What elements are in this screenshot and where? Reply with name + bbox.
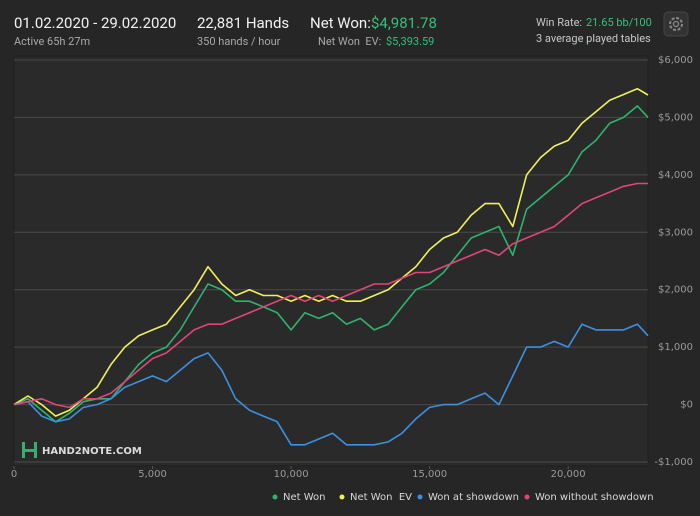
- plot-area: [13, 55, 649, 467]
- y-tick-label: $6,000: [658, 55, 693, 66]
- legend-label: Won without showdown: [535, 492, 654, 503]
- y-tick-label: $1,000: [658, 342, 693, 353]
- net-won-value: $4,981.78: [371, 14, 437, 32]
- y-tick-label: $3,000: [658, 227, 693, 238]
- x-tick-label: 0: [11, 469, 17, 480]
- x-tick-label: 10,000: [274, 469, 309, 480]
- logo: [22, 442, 37, 458]
- legend-swatch: [272, 494, 278, 500]
- win-rate-value: 21.65 bb/100: [586, 16, 652, 29]
- y-tick-label: -$1,000: [654, 457, 693, 468]
- legend-swatch: [417, 494, 423, 500]
- watermark: HAND2NOTE.COM: [42, 446, 142, 457]
- y-tick-label: $0: [680, 400, 693, 411]
- active-time: Active 65h 27m: [14, 35, 91, 48]
- y-tick-label: $2,000: [658, 285, 693, 296]
- win-rate-label: Win Rate:: [536, 16, 583, 29]
- series-line: [13, 182, 648, 409]
- y-tick-label: $4,000: [658, 170, 693, 181]
- net-won-label: Net Won:: [310, 14, 371, 32]
- series-line: [13, 87, 649, 417]
- net-won-ev-label: Net Won EV:: [318, 35, 382, 48]
- x-tick-label: 15,000: [412, 469, 447, 480]
- series-line: [13, 323, 649, 446]
- series-line: [13, 105, 649, 423]
- tables: 3 average played tables: [536, 32, 651, 45]
- net-won-ev-value: $5,393.59: [386, 35, 435, 48]
- legend-label: Net Won EV: [350, 492, 412, 503]
- hands: 22,881 Hands: [197, 14, 290, 32]
- legend-label: Net Won: [283, 492, 326, 503]
- y-tick-label: $5,000: [658, 112, 693, 123]
- x-tick-label: 20,000: [551, 469, 586, 480]
- settings-icon[interactable]: [663, 11, 689, 37]
- legend-swatch: [339, 494, 345, 500]
- x-tick-label: 5,000: [138, 469, 167, 480]
- legend-swatch: [524, 494, 530, 500]
- hands-per-hour: 350 hands / hour: [197, 35, 281, 48]
- date-range: 01.02.2020 - 29.02.2020: [14, 14, 177, 32]
- legend-label: Won at showdown: [428, 492, 519, 503]
